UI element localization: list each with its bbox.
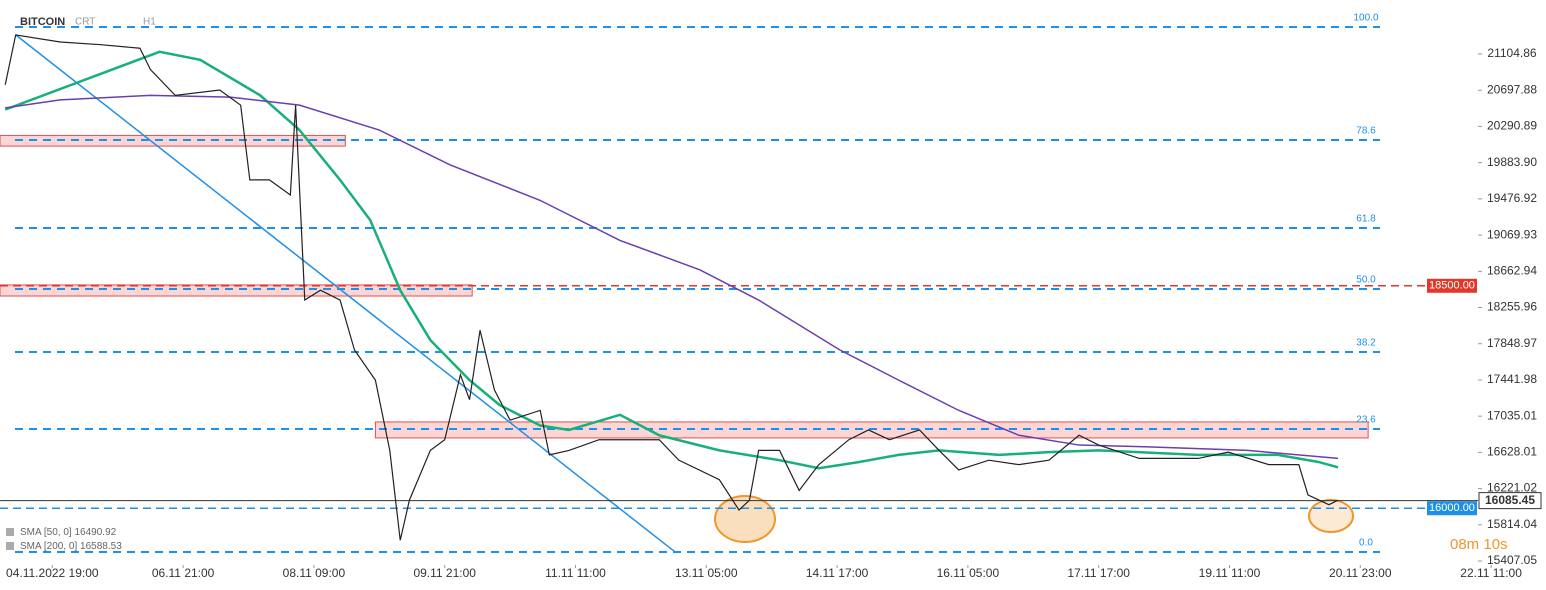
chart-type[interactable]: CRT [75,17,95,28]
fib-label: 23.6 [1356,415,1376,426]
y-tick-label: 16221.02 [1487,481,1537,495]
current-price-label: 16085.45 [1485,493,1535,507]
x-tick-label: 16.11 05:00 [937,566,1000,580]
level-label: 16000.00 [1429,502,1475,514]
x-tick-label: 04.11.2022 19:00 [6,566,99,580]
fib-label: 0.0 [1359,538,1373,549]
legend-icon [6,542,14,550]
countdown: 08m 10s [1450,536,1508,553]
legend-icon [6,528,14,536]
x-tick-label: 06.11 21:00 [152,566,215,580]
y-tick-label: 19069.93 [1487,227,1537,241]
legend-value: 16588.53 [80,541,122,552]
sma-line [5,94,1339,460]
y-tick-label: 17441.98 [1487,372,1537,386]
timeframe[interactable]: H1 [143,17,156,28]
y-tick-label: 17848.97 [1487,336,1537,350]
level-label-box [1427,501,1477,516]
fib-label: 78.6 [1356,126,1376,137]
fib-label: 61.8 [1356,214,1376,225]
legend-entry: SMA [50, 0] 16490.92 [20,527,117,538]
legend-name: SMA [200, 0] [20,541,77,552]
x-tick-label: 17.11 17:00 [1067,566,1130,580]
legend-entry: SMA [200, 0] 16588.53 [20,541,122,552]
y-tick-label: 18255.96 [1487,300,1537,314]
y-tick-label: 19883.90 [1487,155,1537,169]
trendline [15,34,676,553]
symbol: BITCOIN [20,16,65,28]
legend-name: SMA [50, 0] [20,527,72,538]
price-line [4,34,1339,541]
x-tick-label: 11.11 11:00 [545,566,606,580]
highlight-circle [714,495,776,543]
x-tick-label: 22.11 11:00 [1460,566,1522,580]
x-tick-label: 20.11 23:00 [1329,566,1392,580]
x-tick-label: 09.11 21:00 [413,566,476,580]
y-tick-label: 17035.01 [1487,408,1537,422]
x-tick-label: 19.11 11:00 [1199,566,1261,580]
y-tick-label: 20290.89 [1487,119,1537,133]
fib-label: 50.0 [1356,275,1376,286]
x-tick-label: 14.11 17:00 [806,566,869,580]
y-tick-label: 15407.05 [1487,553,1537,567]
y-tick-label: 18662.94 [1487,263,1537,277]
fib-label: 100.0 [1353,13,1378,24]
highlight-circle [1308,499,1354,533]
x-tick-label: 08.11 09:00 [283,566,346,580]
x-tick-label: 13.11 05:00 [675,566,738,580]
legend-value: 16490.92 [74,527,116,538]
level-label-box [1427,278,1477,293]
y-tick-label: 15814.04 [1487,517,1537,531]
y-tick-label: 19476.92 [1487,191,1537,205]
y-tick-label: 16628.01 [1487,445,1537,459]
zone [0,284,473,297]
current-price-box [1478,492,1542,510]
y-tick-label: 21104.86 [1487,46,1536,60]
sma-line [4,50,1339,470]
level-label: 18500.00 [1429,280,1475,292]
fib-label: 38.2 [1356,338,1376,349]
y-tick-label: 20697.88 [1487,82,1537,96]
